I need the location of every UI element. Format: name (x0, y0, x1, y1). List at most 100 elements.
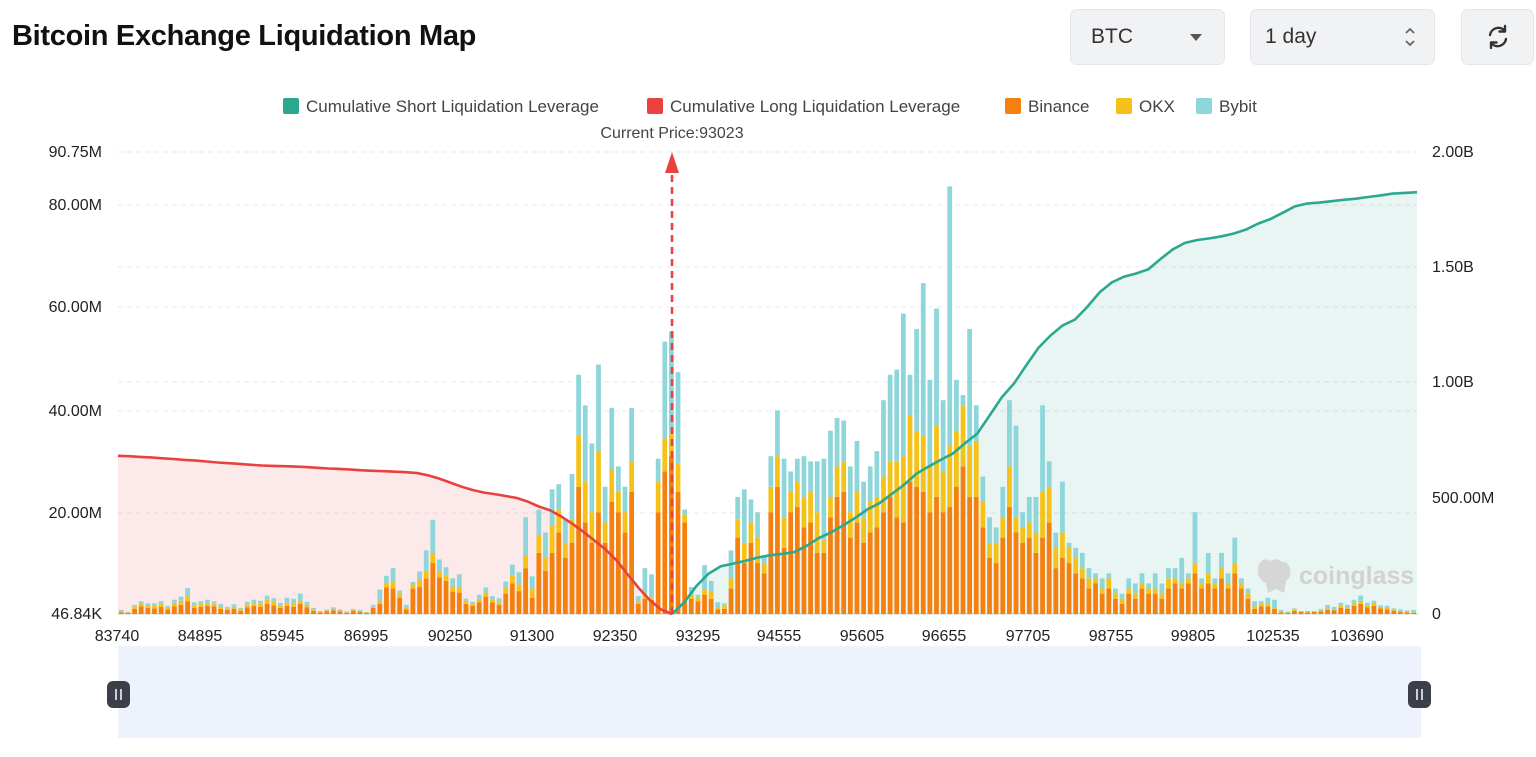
bar-bybit (741, 489, 747, 543)
bar-okx (1113, 593, 1118, 599)
bar-binance (1398, 611, 1403, 614)
bar-okx (357, 610, 363, 612)
bar-bybit (244, 601, 250, 605)
bar-bybit (1212, 578, 1218, 584)
bar-okx (549, 524, 555, 553)
bar-bybit (1192, 512, 1198, 564)
bar-bybit (735, 496, 741, 520)
period-select[interactable]: 1 day (1250, 9, 1435, 65)
bar-bybit (695, 594, 701, 598)
bar-binance (178, 604, 184, 614)
bar-binance (324, 611, 330, 614)
bar-okx (1338, 605, 1344, 608)
bar-bybit (158, 601, 164, 604)
bar-okx (1232, 563, 1238, 574)
bar-bybit (297, 593, 303, 601)
bar-bybit (357, 609, 363, 611)
bar-okx (900, 456, 906, 523)
coin-select-value: BTC (1091, 25, 1133, 48)
bar-okx (198, 603, 204, 607)
bar-binance (264, 603, 270, 614)
y-right-tick-label: 1.50B (1432, 259, 1474, 276)
bar-binance (205, 605, 210, 614)
bar-binance (874, 527, 880, 614)
zoom-range-area[interactable] (118, 646, 1421, 738)
bar-binance (238, 610, 243, 614)
bar-okx (1152, 588, 1158, 594)
y-right-tick-label: 0 (1432, 606, 1441, 623)
bar-bybit (509, 564, 515, 576)
bar-bybit (1378, 605, 1383, 607)
coin-select[interactable]: BTC (1070, 9, 1225, 65)
zoom-handle-right[interactable] (1408, 681, 1431, 708)
bar-bybit (947, 186, 953, 447)
x-tick-label: 98755 (1089, 628, 1134, 645)
bar-bybit (430, 519, 436, 553)
bar-binance (1146, 593, 1151, 614)
bar-binance (1318, 611, 1324, 614)
bar-okx (350, 609, 356, 611)
bar-bybit (543, 532, 548, 558)
bar-okx (297, 600, 303, 604)
bar-okx (596, 451, 601, 513)
bar-okx (814, 512, 820, 553)
bar-okx (589, 512, 595, 543)
period-select-value: 1 day (1265, 25, 1317, 48)
bar-okx (1185, 578, 1191, 584)
bar-binance (456, 592, 462, 614)
bar-bybit (821, 458, 827, 541)
bar-binance (582, 522, 588, 614)
bar-binance (973, 496, 979, 614)
bar-bybit (364, 611, 369, 613)
y-left-tick-label: 40.00M (49, 403, 102, 420)
bar-okx (1318, 610, 1324, 612)
legend-label: Cumulative Short Liquidation Leverage (306, 97, 599, 116)
bar-binance (1007, 507, 1012, 614)
bar-binance (940, 512, 946, 614)
bar-binance (861, 542, 866, 614)
bar-binance (1258, 606, 1264, 614)
bar-bybit (662, 341, 668, 439)
bar-binance (1411, 612, 1417, 614)
bar-bybit (145, 603, 151, 606)
bar-okx (430, 552, 436, 564)
bar-binance (649, 599, 654, 614)
bar-okx (178, 600, 184, 605)
bar-bybit (397, 590, 403, 594)
x-tick-label: 95605 (840, 628, 885, 645)
bar-bybit (423, 550, 429, 571)
bar-okx (755, 537, 760, 564)
zoom-slider[interactable] (107, 646, 1431, 738)
refresh-button[interactable] (1461, 9, 1534, 65)
bar-okx (152, 605, 157, 609)
bar-bybit (980, 476, 986, 502)
bar-bybit (1113, 588, 1118, 594)
bar-okx (523, 555, 528, 569)
bar-binance (437, 577, 442, 614)
bar-okx (1026, 522, 1032, 538)
bar-binance (1265, 606, 1271, 614)
bar-okx (165, 607, 171, 610)
bar-bybit (198, 601, 204, 604)
bar-binance (1199, 588, 1204, 614)
bar-bybit (258, 600, 263, 604)
bar-bybit (1292, 608, 1297, 610)
bar-okx (695, 597, 701, 602)
bar-binance (556, 532, 562, 614)
zoom-handle-left[interactable] (107, 681, 130, 708)
bar-bybit (264, 595, 270, 600)
bar-okx (1086, 578, 1092, 589)
bar-bybit (562, 519, 568, 543)
bar-bybit (715, 602, 721, 608)
bar-bybit (1199, 578, 1204, 584)
bar-binance (1040, 537, 1045, 614)
bar-bybit (344, 611, 350, 613)
bar-binance (1378, 608, 1383, 614)
cumulative-lines (117, 190, 1418, 616)
bar-okx (1007, 466, 1012, 508)
x-tick-label: 90250 (428, 628, 473, 645)
legend-label: OKX (1139, 97, 1175, 116)
coinglass-logo-icon (1258, 559, 1291, 593)
x-tick-label: 96655 (922, 628, 967, 645)
bar-okx (509, 575, 515, 584)
